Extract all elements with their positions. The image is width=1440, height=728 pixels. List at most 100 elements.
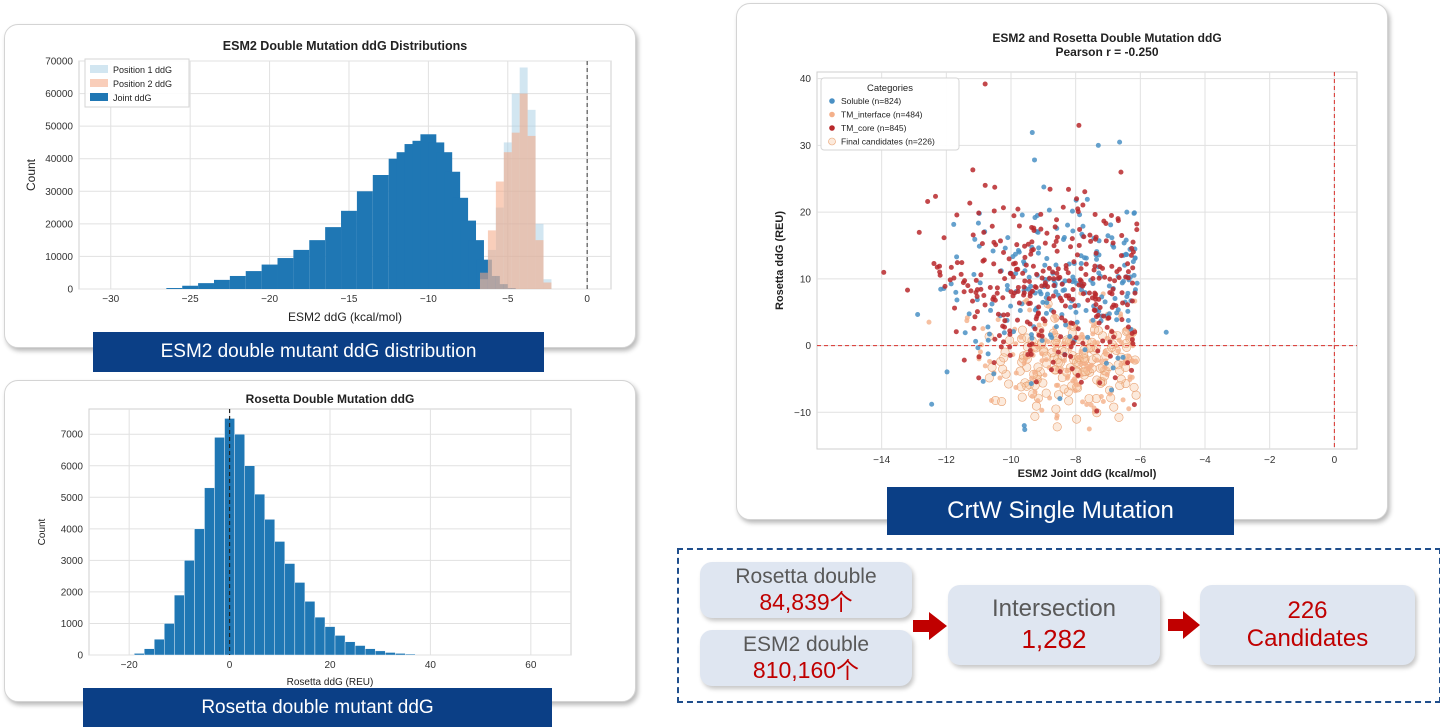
scatter-point: [1073, 335, 1079, 341]
scatter-point: [1132, 255, 1138, 261]
scatter-point: [1108, 212, 1114, 218]
scatter-point: [977, 349, 983, 355]
scatter-point: [1101, 313, 1107, 319]
scatter-point: [1100, 265, 1106, 271]
scatter-point: [1118, 169, 1124, 175]
scatter-point: [981, 292, 987, 298]
scatter-point: [992, 336, 998, 342]
scatter-point: [1081, 234, 1087, 240]
scatter-point: [1067, 333, 1073, 339]
scatter-point: [1002, 276, 1008, 282]
rosetta-count-label: Rosetta double: [735, 564, 877, 588]
scatter-point: [1029, 130, 1035, 136]
scatter-point: [1065, 270, 1071, 276]
scatter-point: [1015, 247, 1021, 253]
scatter-point: [973, 277, 979, 283]
scatter-point: [1039, 351, 1045, 357]
scatter-point: [1048, 367, 1054, 373]
scatter-point: [1085, 366, 1091, 372]
scatter-point: [1001, 312, 1007, 318]
histogram-bar: [519, 93, 528, 289]
esm2-banner: ESM2 double mutant ddG distribution: [93, 332, 544, 372]
scatter-point: [933, 193, 939, 199]
scatter-point: [1075, 326, 1081, 332]
scatter-point: [1096, 275, 1102, 281]
scatter-point: [1110, 365, 1116, 371]
scatter-point: [1046, 265, 1052, 271]
scatter-card: −14 −12 −10 −8 −6 −4 −2 0 −10 0 10 20 30 40 ESM2 and R…: [736, 3, 1388, 520]
scatter-point: [999, 353, 1009, 363]
scatter-point: [1082, 255, 1088, 261]
scatter-point: [1011, 329, 1017, 335]
scatter-point: [1007, 270, 1013, 276]
scatter-point: [1119, 233, 1125, 239]
scatter-point: [1087, 232, 1093, 238]
scatter-point: [1084, 394, 1094, 404]
scatter-point: [1050, 269, 1056, 275]
y-axis-label: Count: [24, 158, 38, 191]
histogram-bar: [144, 648, 155, 656]
scatter-point: [1098, 358, 1104, 364]
scatter-point: [1020, 270, 1026, 276]
scatter-point: [1000, 295, 1006, 301]
scatter-point: [1038, 226, 1044, 232]
rosetta-histogram-card: −20 0 20 40 60 0 1000 2000 3000 4000 5000 6000 7000 R…: [4, 380, 636, 702]
scatter-point: [1080, 291, 1086, 297]
scatter-point: [981, 229, 987, 235]
scatter-point: [954, 297, 960, 303]
y-tick-label: 7000: [61, 430, 84, 441]
scatter-point: [1060, 287, 1066, 293]
scatter-point: [1116, 275, 1122, 281]
intersection-label: Intersection: [991, 595, 1117, 622]
scatter-point: [985, 351, 991, 357]
scatter-point: [1095, 340, 1101, 346]
scatter-point: [1043, 357, 1049, 363]
scatter-point: [1044, 256, 1050, 262]
esm2-banner-text: ESM2 double mutant ddG distribution: [160, 341, 477, 362]
y-tick-label: 4000: [61, 524, 84, 535]
scatter-point: [1122, 342, 1132, 352]
scatter-point: [954, 212, 960, 218]
scatter-point: [1070, 274, 1076, 280]
scatter-point: [1060, 204, 1066, 210]
esm2-histogram-chart: −30 −25 −20 −15 −10 −5 0 0 10000 20000 30000 40000 5…: [24, 39, 612, 324]
y-tick-label: 10000: [45, 252, 73, 263]
scatter-point: [991, 360, 997, 366]
scatter-point: [1119, 317, 1125, 323]
scatter-point: [991, 261, 997, 267]
scatter-point: [1004, 283, 1010, 289]
x-axis-label: ESM2 ddG (kcal/mol): [288, 310, 402, 324]
scatter-point: [996, 357, 1006, 367]
legend-marker: [829, 125, 835, 131]
scatter-point: [1130, 341, 1136, 347]
scatter-point: [1042, 262, 1048, 268]
scatter-point: [1062, 318, 1068, 324]
scatter-point: [1134, 280, 1140, 286]
scatter-point: [988, 307, 994, 313]
scatter-point: [1034, 271, 1040, 277]
scatter-point: [1112, 278, 1118, 284]
scatter-point: [1055, 382, 1061, 388]
candidates-box: 226 Candidates: [1200, 585, 1415, 665]
scatter-point: [916, 229, 922, 235]
scatter-point: [1069, 366, 1075, 372]
scatter-point: [1000, 347, 1010, 357]
scatter-point: [974, 287, 980, 293]
scatter-point: [947, 277, 953, 283]
scatter-point: [1108, 387, 1114, 393]
histogram-bar: [229, 275, 246, 289]
scatter-point: [1103, 220, 1109, 226]
scatter-point: [1080, 223, 1086, 229]
histogram-bar: [479, 272, 488, 289]
scatter-point: [1072, 378, 1078, 384]
scatter-point: [953, 329, 959, 335]
scatter-point: [1114, 310, 1120, 316]
histogram-bar: [503, 152, 512, 289]
scatter-point: [1132, 290, 1138, 296]
scatter-point: [1047, 332, 1053, 338]
scatter-point: [1038, 328, 1044, 334]
scatter-point: [1070, 296, 1076, 302]
scatter-point: [1044, 230, 1050, 236]
scatter-point: [1001, 339, 1007, 345]
scatter-point: [1011, 213, 1017, 219]
